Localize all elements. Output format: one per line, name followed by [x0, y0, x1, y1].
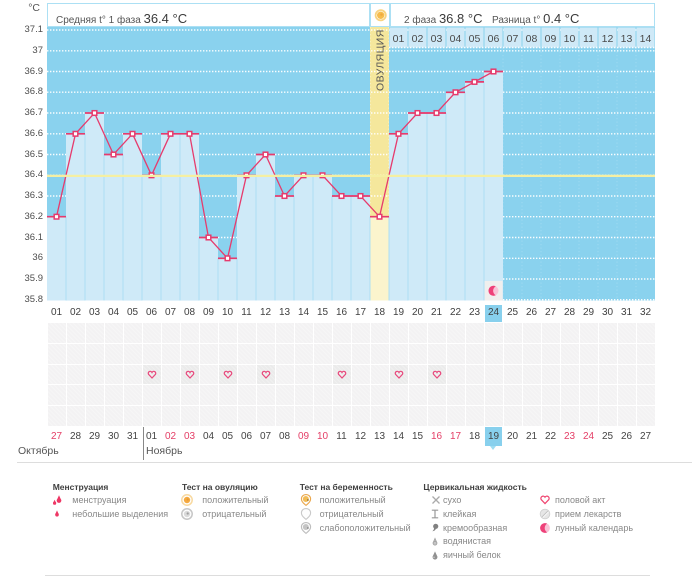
svg-text:12: 12 [602, 33, 614, 45]
svg-text:14: 14 [640, 33, 652, 45]
svg-text:09: 09 [545, 33, 557, 45]
svg-text:13: 13 [621, 33, 633, 45]
svg-text:03: 03 [431, 33, 443, 45]
svg-text:08: 08 [526, 33, 538, 45]
svg-text:07: 07 [507, 33, 519, 45]
svg-text:11: 11 [583, 33, 594, 45]
svg-text:04: 04 [450, 33, 462, 45]
svg-text:02: 02 [412, 33, 424, 45]
svg-text:10: 10 [564, 33, 576, 45]
svg-text:05: 05 [469, 33, 481, 45]
svg-text:ОВУЛЯЦИЯ: ОВУЛЯЦИЯ [374, 29, 386, 91]
svg-text:06: 06 [488, 33, 500, 45]
svg-text:01: 01 [393, 33, 405, 45]
